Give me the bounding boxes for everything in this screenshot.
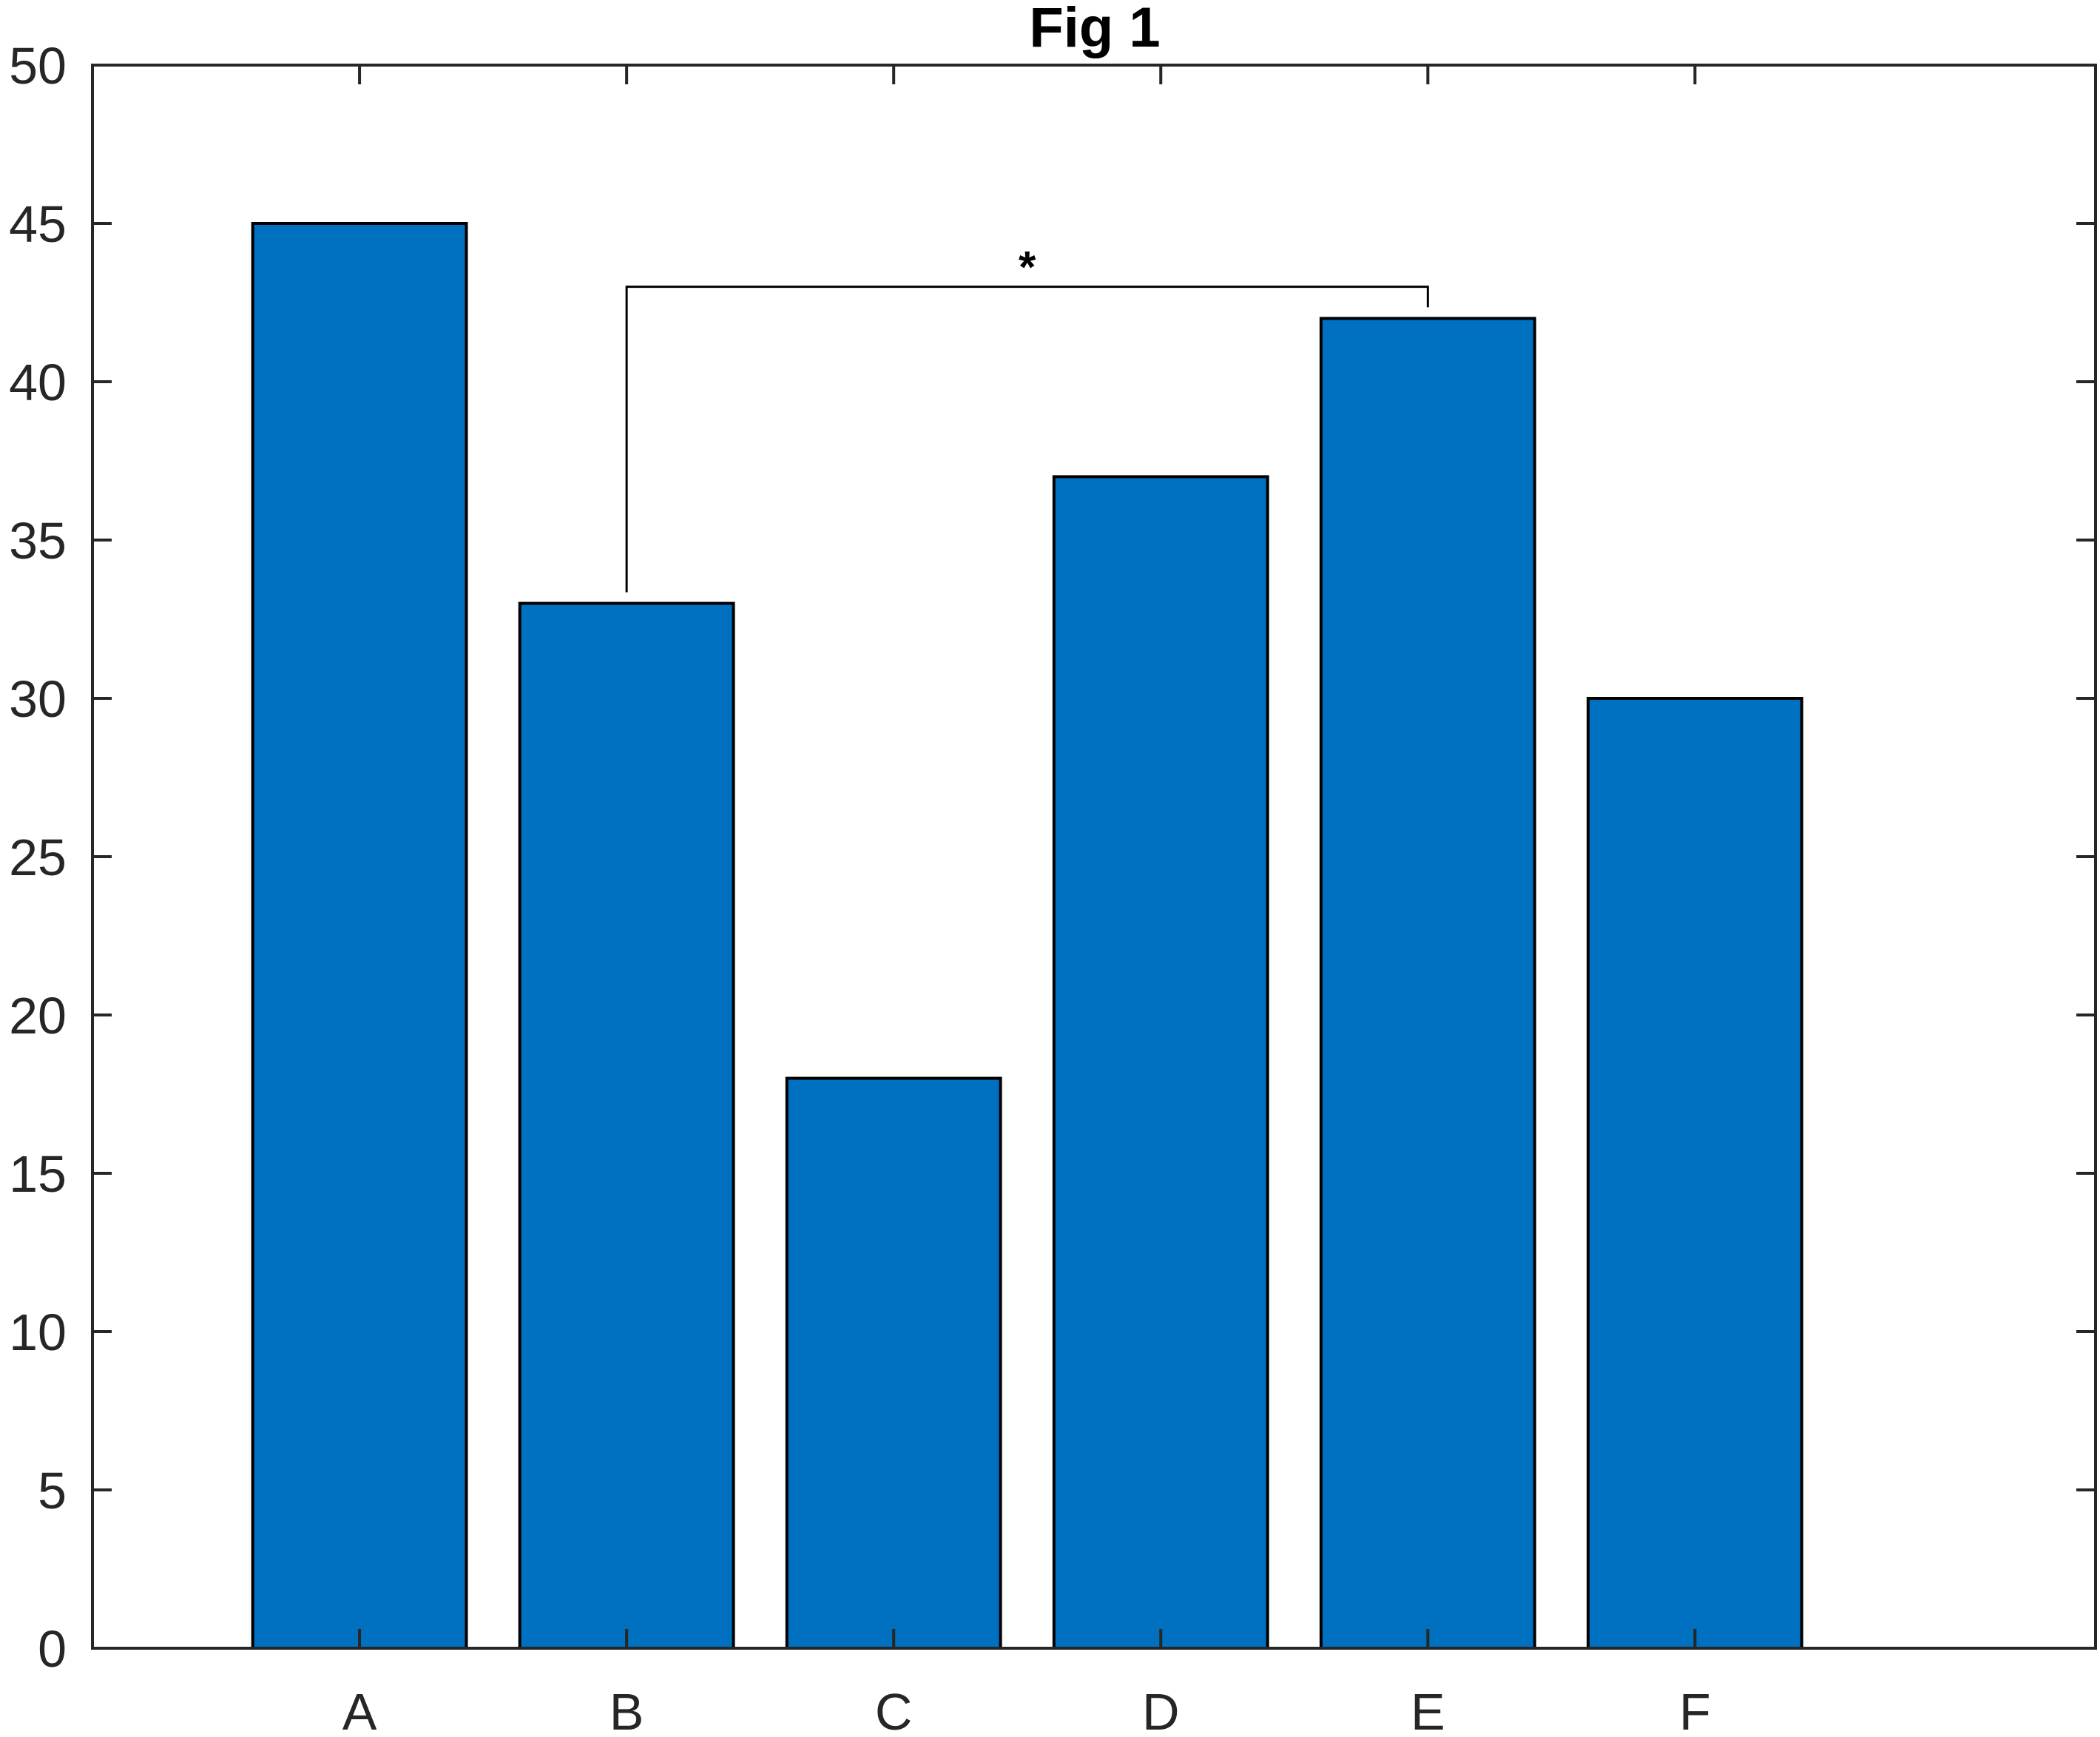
x-tick-label-F: F [1679, 1683, 1711, 1737]
significance-annotation: * [625, 243, 1429, 593]
x-tick-label-A: A [342, 1683, 377, 1737]
x-tick-label-D: D [1142, 1683, 1180, 1737]
x-tick-label-B: B [610, 1683, 644, 1737]
y-tick-label-10: 10 [9, 1303, 67, 1361]
bar-C [785, 1076, 1002, 1650]
bars-group [251, 222, 1803, 1650]
x-tick-label-C: C [875, 1683, 913, 1737]
significance-label: * [1019, 243, 1036, 292]
y-tick-label-30: 30 [9, 670, 67, 728]
y-tick-label-35: 35 [9, 512, 67, 570]
bar-B [518, 601, 735, 1650]
y-tick-label-40: 40 [9, 354, 67, 411]
y-tick-label-15: 15 [9, 1145, 67, 1203]
y-tick-label-25: 25 [9, 829, 67, 886]
bar-D [1052, 475, 1269, 1650]
y-tick-label-5: 5 [38, 1462, 67, 1520]
x-tick-label-E: E [1411, 1683, 1445, 1737]
y-tick-label-0: 0 [38, 1620, 67, 1678]
bar-A [251, 222, 468, 1650]
chart-title: Fig 1 [1029, 0, 1160, 59]
significance-bracket [625, 286, 1429, 593]
y-tick-label-20: 20 [9, 987, 67, 1045]
axes-group: 0 5 10 15 20 25 30 35 40 45 50 A B C D E F [9, 37, 2097, 1737]
bar-F [1586, 697, 1803, 1650]
bar-E [1319, 317, 1536, 1650]
y-tick-label-45: 45 [9, 195, 67, 253]
y-tick-label-50: 50 [9, 37, 67, 95]
